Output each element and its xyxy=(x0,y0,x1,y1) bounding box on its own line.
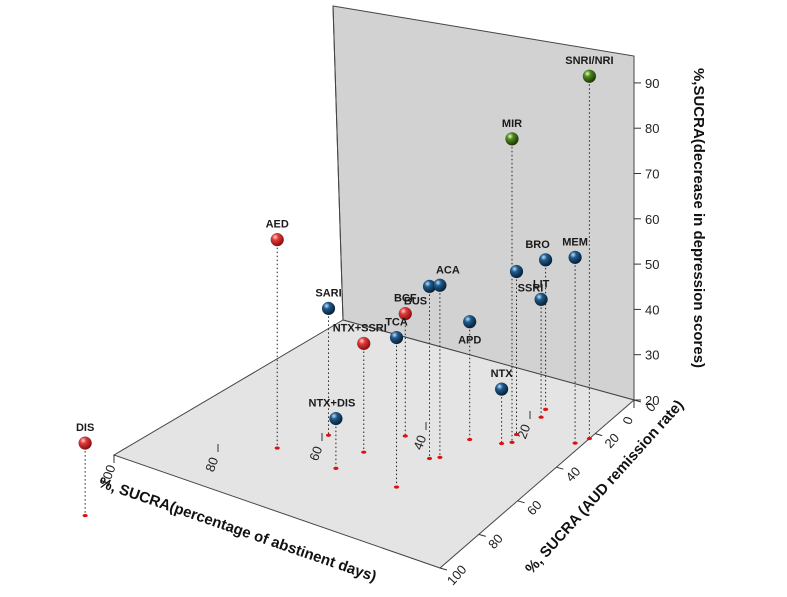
point-label: TCA xyxy=(385,317,408,329)
point-label: LIT xyxy=(533,278,550,290)
floor-marker xyxy=(333,466,339,470)
point-label: APD xyxy=(458,335,481,347)
point-label: BUS xyxy=(404,295,427,307)
point-label: SNRI/NRI xyxy=(565,55,613,67)
floor-marker xyxy=(499,441,505,446)
point-label: AED xyxy=(266,219,289,231)
floor-marker xyxy=(274,446,280,450)
data-point xyxy=(329,411,343,426)
data-point xyxy=(568,250,582,265)
x-tick-label: 60 xyxy=(306,444,325,463)
x-tick-label: 20 xyxy=(514,422,533,441)
y-tick-label: 20 xyxy=(601,430,622,451)
z-tick-label: 80 xyxy=(645,121,659,136)
y-tick-label: 100 xyxy=(444,562,470,588)
z-tick-label: 70 xyxy=(645,167,659,182)
point-label: MIR xyxy=(502,118,522,130)
floor-marker xyxy=(82,513,88,518)
data-point xyxy=(494,382,509,396)
point-label: BCF xyxy=(394,293,417,305)
floor-marker xyxy=(325,433,332,437)
point-label: BRO xyxy=(525,239,550,251)
x-tick-label: 80 xyxy=(202,455,221,474)
z-tick-label: 60 xyxy=(645,212,659,227)
x-tick-label: 100 xyxy=(97,463,119,489)
data-point xyxy=(582,69,597,83)
z-axis-title: %,SUCRA(decrease in depression scores) xyxy=(690,68,707,368)
floor-marker xyxy=(402,434,408,438)
floor-marker xyxy=(543,407,549,411)
y-tick-mark xyxy=(556,466,564,470)
data-point xyxy=(321,301,336,316)
y-tick-mark xyxy=(478,533,486,537)
point-label: ACA xyxy=(436,264,460,276)
data-point xyxy=(389,330,404,345)
y-tick-mark xyxy=(517,500,525,504)
z-tick-label: 30 xyxy=(645,348,659,363)
floor-marker xyxy=(426,456,433,461)
data-point xyxy=(398,306,413,321)
data-point xyxy=(509,264,524,279)
floor-marker xyxy=(538,415,544,419)
x-tick-label: 0 xyxy=(619,414,636,426)
x-tick-label: 40 xyxy=(410,433,429,452)
floor-marker xyxy=(572,441,578,445)
data-point xyxy=(462,314,477,329)
floor-marker xyxy=(437,455,443,459)
floor-marker xyxy=(467,437,473,442)
y-tick-mark xyxy=(439,567,448,571)
y-tick-label: 80 xyxy=(485,531,506,552)
z-tick-label: 90 xyxy=(645,76,659,91)
y-tick-mark xyxy=(595,433,603,437)
floor-marker xyxy=(586,437,592,441)
y-tick-label: 60 xyxy=(524,497,545,518)
data-point xyxy=(433,278,447,293)
point-label: MEM xyxy=(562,236,588,248)
point-label: SSRI xyxy=(518,282,544,294)
floor-marker xyxy=(393,485,400,489)
z-tick-label: 50 xyxy=(645,257,659,272)
z-axis-edge xyxy=(332,5,344,321)
point-label: SARI xyxy=(315,287,341,299)
data-point xyxy=(78,436,92,450)
point-label: NTX xyxy=(491,368,514,380)
floor-marker xyxy=(361,450,367,454)
y-tick-label: 40 xyxy=(563,464,584,485)
data-point xyxy=(538,253,553,267)
data-point xyxy=(270,232,284,247)
point-label: NTX+DIS xyxy=(309,398,356,410)
data-point xyxy=(534,292,548,307)
floor-marker xyxy=(509,440,515,444)
z-tick-label: 40 xyxy=(645,302,659,317)
data-point xyxy=(357,336,371,351)
z-tick-label: 20 xyxy=(645,393,659,408)
point-label: NTX+SSRI xyxy=(333,322,387,334)
floor-marker xyxy=(513,432,520,437)
data-point xyxy=(505,132,519,146)
point-label: DIS xyxy=(76,422,94,434)
